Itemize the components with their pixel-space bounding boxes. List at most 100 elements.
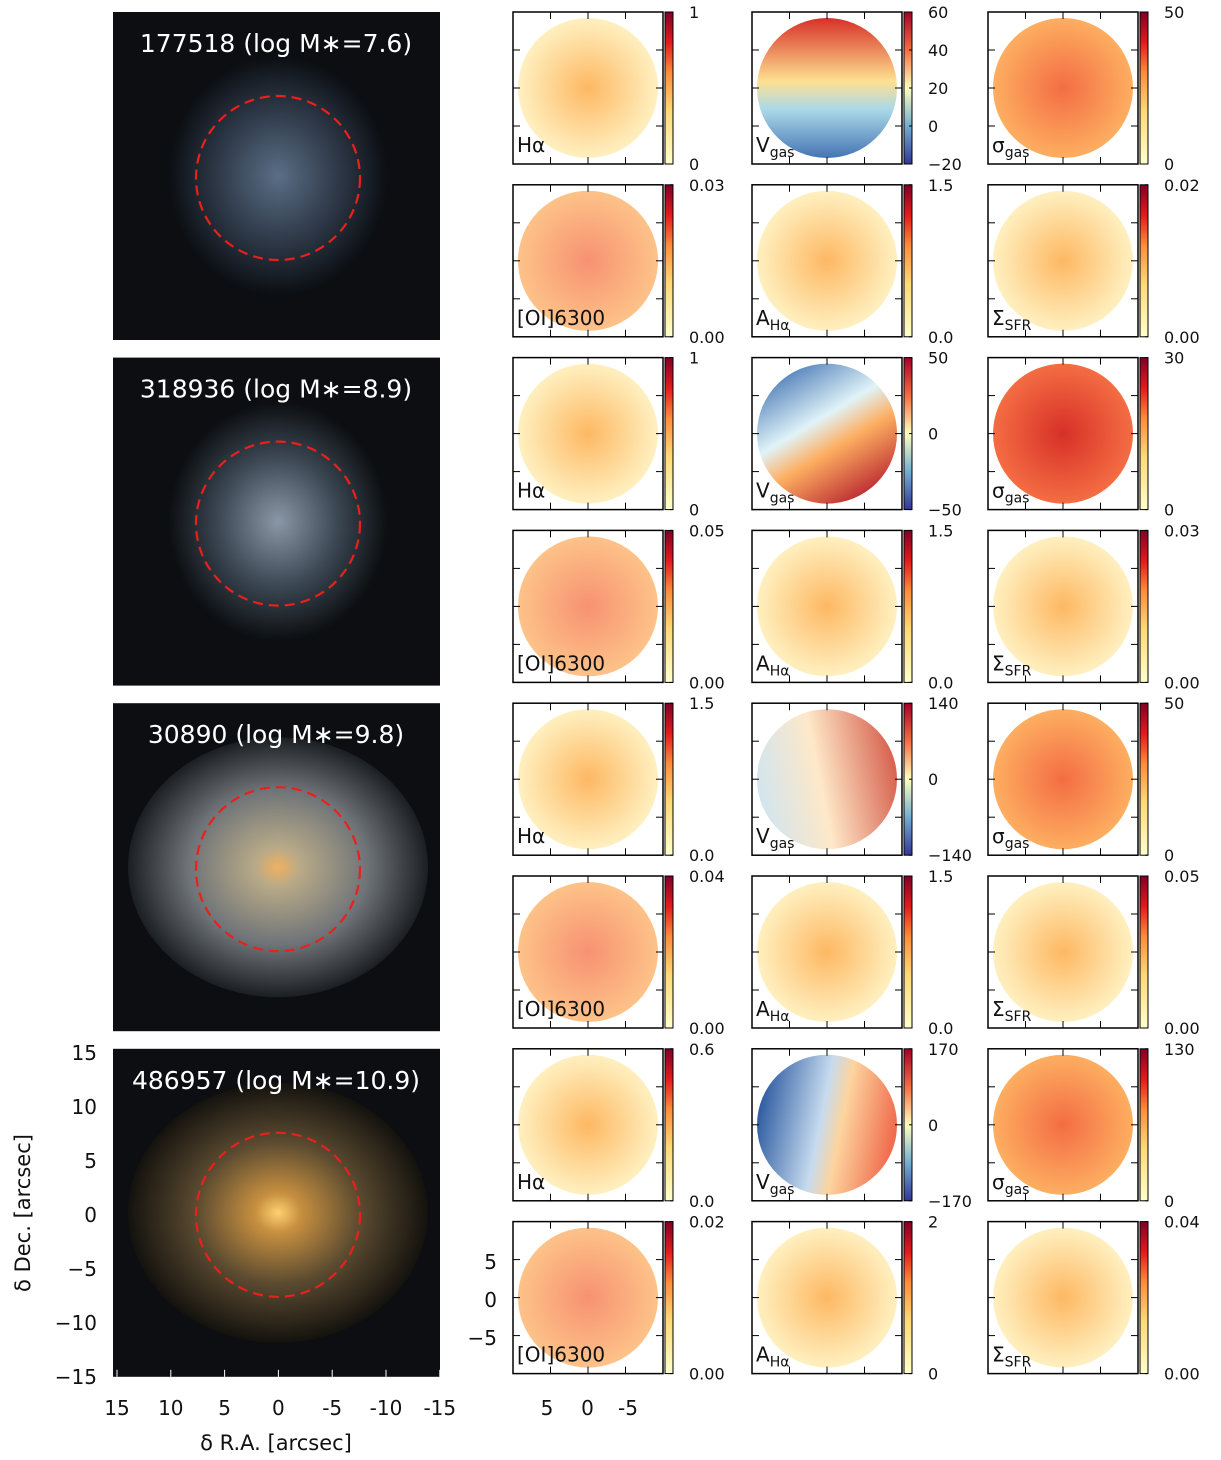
colorbar-tick-label: 0 <box>1164 155 1174 174</box>
colorbar <box>1139 875 1149 1029</box>
colorbar-tick-label: 0 <box>689 155 699 174</box>
map-label: AHα <box>756 997 789 1025</box>
map-label: Vgas <box>756 479 794 507</box>
colorbar <box>903 875 913 1029</box>
map <box>993 18 1133 158</box>
label-sub: gas <box>770 491 795 507</box>
colorbar <box>664 1048 674 1202</box>
label-sub: gas <box>1005 836 1030 852</box>
colorbar <box>1139 357 1149 511</box>
colorbar-tick-label: 1.5 <box>928 521 953 540</box>
aperture <box>194 440 362 607</box>
map-label: [OI]6300 <box>517 997 605 1021</box>
map <box>993 1227 1133 1368</box>
colorbar-tick-label: 1.5 <box>928 176 953 195</box>
label-main: Hα <box>517 1170 545 1194</box>
colorbar-tick-label: 20 <box>928 79 948 98</box>
map-x-tick-label: -5 <box>618 1396 638 1420</box>
colorbar-tick-label: 130 <box>1164 1040 1195 1059</box>
map-label: Vgas <box>756 133 794 161</box>
colorbar <box>903 184 913 338</box>
y-tick-label: 5 <box>84 1149 97 1173</box>
colorbar <box>664 529 674 683</box>
label-main: Hα <box>517 133 545 157</box>
map <box>993 882 1133 1022</box>
colorbar-tick-label: 0.00 <box>689 1019 725 1038</box>
label-main: Σ <box>992 306 1005 330</box>
colorbar-tick-label: −140 <box>928 846 972 865</box>
colorbar-tick-label: 50 <box>1164 694 1184 713</box>
label-sub: Hα <box>770 1009 790 1025</box>
colorbar-tick-label: 0.04 <box>1164 1213 1200 1232</box>
colorbar-tick-label: 0.0 <box>928 328 953 347</box>
aperture <box>194 786 362 953</box>
label-sub: gas <box>770 836 795 852</box>
label-sub: gas <box>1005 145 1030 161</box>
colorbar-tick-label: 0.00 <box>1164 328 1200 347</box>
map-x-tick-label: 5 <box>541 1396 554 1420</box>
colorbar-tick-label: 50 <box>928 349 948 368</box>
label-sub: gas <box>1005 1182 1030 1198</box>
label-main: [OI]6300 <box>517 1343 605 1367</box>
map <box>518 709 658 850</box>
aperture <box>194 1131 362 1298</box>
map <box>757 1227 897 1368</box>
label-sub: SFR <box>1005 663 1032 679</box>
map <box>757 190 897 331</box>
map <box>993 1054 1133 1195</box>
y-tick-label: 0 <box>84 1203 97 1227</box>
label-main: V <box>756 479 770 503</box>
colorbar-tick-label: 0 <box>928 770 938 789</box>
map-label: [OI]6300 <box>517 651 605 675</box>
map-label: ΣSFR <box>992 997 1032 1025</box>
x-tick-label: 5 <box>218 1396 231 1420</box>
colorbar-tick-label: 0 <box>689 501 699 520</box>
colorbar-tick-label: 1 <box>689 349 699 368</box>
y-tick-label: −15 <box>55 1365 97 1389</box>
map <box>993 363 1133 504</box>
map <box>518 1054 658 1195</box>
label-sub: gas <box>770 145 795 161</box>
map <box>757 363 897 504</box>
galaxy-label: 30890 (log M∗=9.8) <box>148 720 404 749</box>
y-tick-label: −10 <box>55 1311 97 1335</box>
x-tick-label: 10 <box>158 1396 183 1420</box>
colorbar <box>1139 529 1149 683</box>
y-tick-label: 10 <box>72 1095 97 1119</box>
label-sub: gas <box>1005 491 1030 507</box>
y-tick-label: 15 <box>72 1041 97 1065</box>
map-label: [OI]6300 <box>517 306 605 330</box>
map-label: σgas <box>992 1170 1029 1198</box>
colorbar-tick-label: 0.0 <box>689 846 714 865</box>
colorbar-tick-label: 0.00 <box>1164 673 1200 692</box>
x-axis-label: δ R.A. [arcsec] <box>200 1431 352 1455</box>
map-label: ΣSFR <box>992 1343 1032 1371</box>
colorbar-tick-label: 0 <box>1164 501 1174 520</box>
label-main: [OI]6300 <box>517 651 605 675</box>
label-main: Σ <box>992 1343 1005 1367</box>
colorbar-tick-label: 0.0 <box>928 673 953 692</box>
colorbar <box>664 184 674 338</box>
colorbar-tick-label: 0.02 <box>689 1213 725 1232</box>
colorbar-tick-label: 0 <box>1164 1192 1174 1211</box>
x-tick-label: 0 <box>272 1396 285 1420</box>
colorbar-tick-label: 40 <box>928 41 948 60</box>
colorbar-tick-label: 50 <box>1164 3 1184 22</box>
colorbar-tick-label: 1 <box>689 3 699 22</box>
map-label: Vgas <box>756 824 794 852</box>
label-main: V <box>756 133 770 157</box>
colorbar <box>1139 1221 1149 1375</box>
colorbar-tick-label: 60 <box>928 3 948 22</box>
galaxy-glow <box>128 1082 428 1343</box>
map-y-tick-label: 5 <box>484 1250 497 1274</box>
map-label: Hα <box>517 1170 545 1194</box>
x-tick-label: -15 <box>423 1396 456 1420</box>
map <box>518 18 658 158</box>
colorbar <box>1139 702 1149 856</box>
colorbar <box>664 702 674 856</box>
colorbar-tick-label: 0.04 <box>689 867 725 886</box>
map-label: [OI]6300 <box>517 1343 605 1367</box>
label-sub: SFR <box>1005 318 1032 334</box>
colorbar-tick-label: 0.03 <box>1164 521 1200 540</box>
label-main: A <box>756 1343 770 1367</box>
